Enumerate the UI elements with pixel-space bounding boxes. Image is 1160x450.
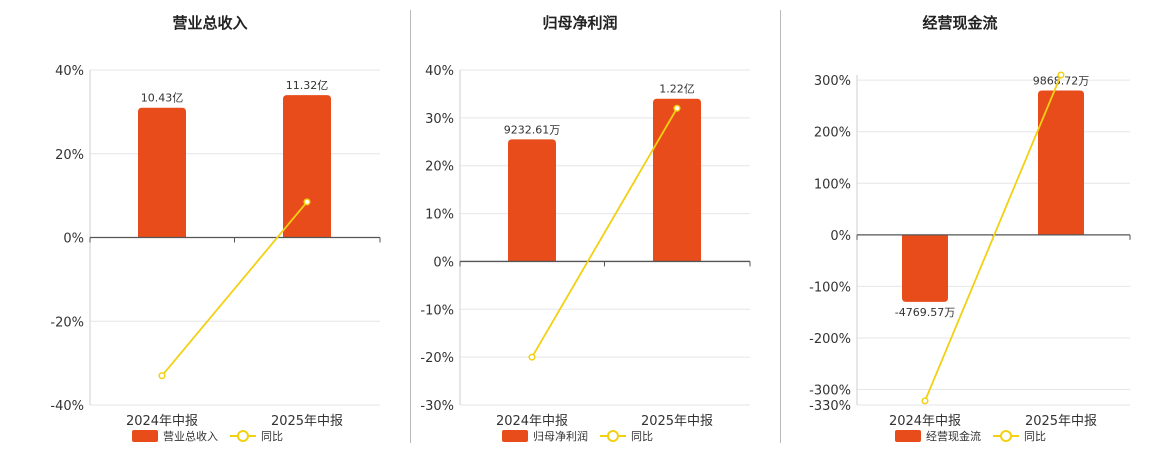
yoy-point [921,397,929,405]
bar [508,139,556,262]
panel-divider [410,10,411,443]
y-tick-label: 30% [425,112,454,127]
y-tick-label: -40% [50,399,84,414]
bar [283,95,331,238]
legend-bar-swatch [502,430,528,442]
bar-data-label: 11.32亿 [286,79,329,92]
yoy-point [1057,71,1065,79]
y-tick-label: 100% [814,177,851,192]
legend-bar-label: 营业总收入 [163,429,218,443]
legend-line-label: 同比 [631,430,653,443]
chart-panel-operating-cash-flow: 经营现金流 300% 200% 100% 0% -100% -200% -300% -330% -… [740,0,1160,450]
legend-bar-label: 经营现金流 [926,429,981,443]
legend-bar-swatch [895,430,921,442]
y-tick-label: -330% [809,399,851,414]
y-tick-label: -200% [809,332,851,347]
bar-data-label: 9232.61万 [504,123,561,136]
legend-line-label: 同比 [261,430,283,443]
y-tick-label: 10% [425,208,454,223]
y-tick-label: 40% [425,64,454,79]
yoy-line [161,201,308,377]
legend-line-marker [607,430,619,442]
yoy-line [531,107,678,358]
y-tick-label: -20% [420,351,454,366]
legend-line-label: 同比 [1024,430,1046,443]
y-tick-label: 20% [55,148,84,163]
panel-divider [780,10,781,443]
operating-cash-flow-chart: 经营现金流 300% 200% 100% 0% -100% -200% -300%-330% -… [809,14,1131,443]
y-tick-label: 40% [55,64,84,79]
x-category-label: 2025年中报 [271,414,343,429]
x-category-label: 2025年中报 [641,414,713,429]
bar-data-label: 1.22亿 [659,83,695,96]
yoy-point [303,198,311,206]
y-tick-label: -20% [50,315,84,330]
bar [1038,90,1084,235]
yoy-line [924,74,1062,402]
y-tick-label: 0% [830,229,851,244]
legend-bar-swatch [132,430,158,442]
y-tick-label: 200% [814,126,851,141]
y-tick-label: -100% [809,280,851,295]
bar [138,107,186,238]
bar [902,234,948,302]
chart-title: 营业总收入 [172,14,247,32]
chart-panel-revenue: 营业总收入 40% 20% 0% -20% -40% 10.43亿 11.32亿 2024年中报… [0,0,390,450]
net-profit-chart: 归母净利润 40% 30% 20% 10% 0% -10% -20% -30% 9232.61万 1… [420,14,751,443]
x-category-label: 2024年中报 [126,414,198,429]
legend-bar-label: 归母净利润 [533,429,588,443]
bar-data-label: -4769.57万 [895,306,955,319]
chart-title: 归母净利润 [542,14,617,32]
x-category-label: 2024年中报 [889,414,961,429]
bar-data-label: 10.43亿 [141,92,184,105]
y-tick-label: -10% [420,303,454,318]
x-category-label: 2024年中报 [496,414,568,429]
bar-data-label: 9868.72万 [1033,74,1090,87]
bar [653,98,701,262]
y-tick-label: 300% [814,74,851,89]
chart-title: 经营现金流 [922,14,997,32]
legend-line-marker [237,430,249,442]
yoy-point [528,353,536,361]
y-tick-label: 0% [433,255,454,270]
chart-panel-net-profit: 归母净利润 40% 30% 20% 10% 0% -10% -20% -30% 9232.61万 1… [370,0,760,450]
x-category-label: 2025年中报 [1025,414,1097,429]
legend-line-marker [1000,430,1012,442]
y-tick-label: 0% [63,232,84,247]
y-tick-label: -300% [809,384,851,399]
revenue-chart: 营业总收入 40% 20% 0% -20% -40% 10.43亿 11.32亿 2024年中报… [50,14,381,443]
yoy-point [673,104,681,112]
y-tick-label: -30% [420,399,454,414]
y-tick-label: 20% [425,160,454,175]
yoy-point [158,372,166,380]
